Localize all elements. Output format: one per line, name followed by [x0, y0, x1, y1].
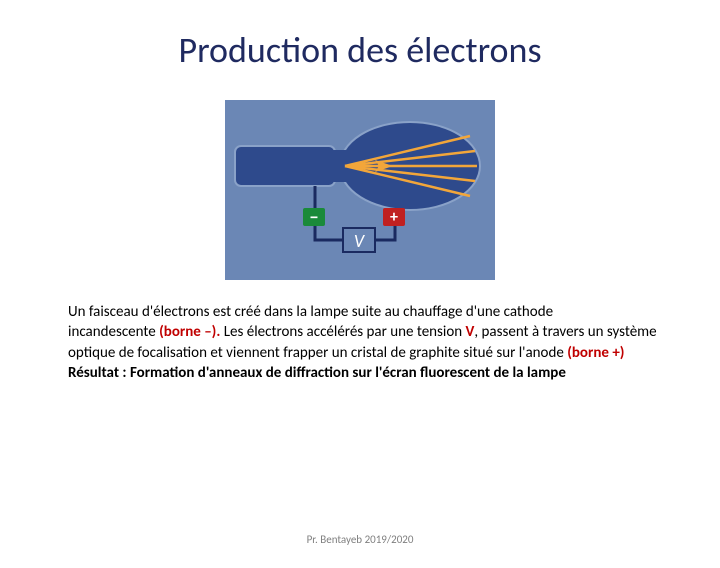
- diagram-container: − + V: [0, 100, 720, 280]
- page-title: Production des électrons: [0, 28, 720, 72]
- description-paragraph: Un faisceau d'électrons est créé dans la…: [68, 302, 660, 383]
- text-line2b: Les électrons accélérés par une tension: [224, 323, 466, 341]
- minus-label: −: [310, 206, 319, 228]
- plus-label: +: [390, 208, 398, 227]
- borne-positive: (borne +): [567, 344, 624, 362]
- voltage-label: V: [354, 230, 366, 252]
- diagram-svg: − + V: [225, 100, 495, 280]
- borne-negative: (borne –).: [159, 323, 224, 341]
- result-label: Résultat :: [68, 364, 130, 382]
- tube-body: [235, 146, 335, 186]
- text-line1: Un faisceau d'électrons est créé dans la…: [68, 303, 553, 321]
- electron-tube-diagram: − + V: [225, 100, 495, 280]
- result-text: Formation d'anneaux de diffraction sur l…: [130, 364, 566, 382]
- text-line2a: incandescente: [68, 323, 159, 341]
